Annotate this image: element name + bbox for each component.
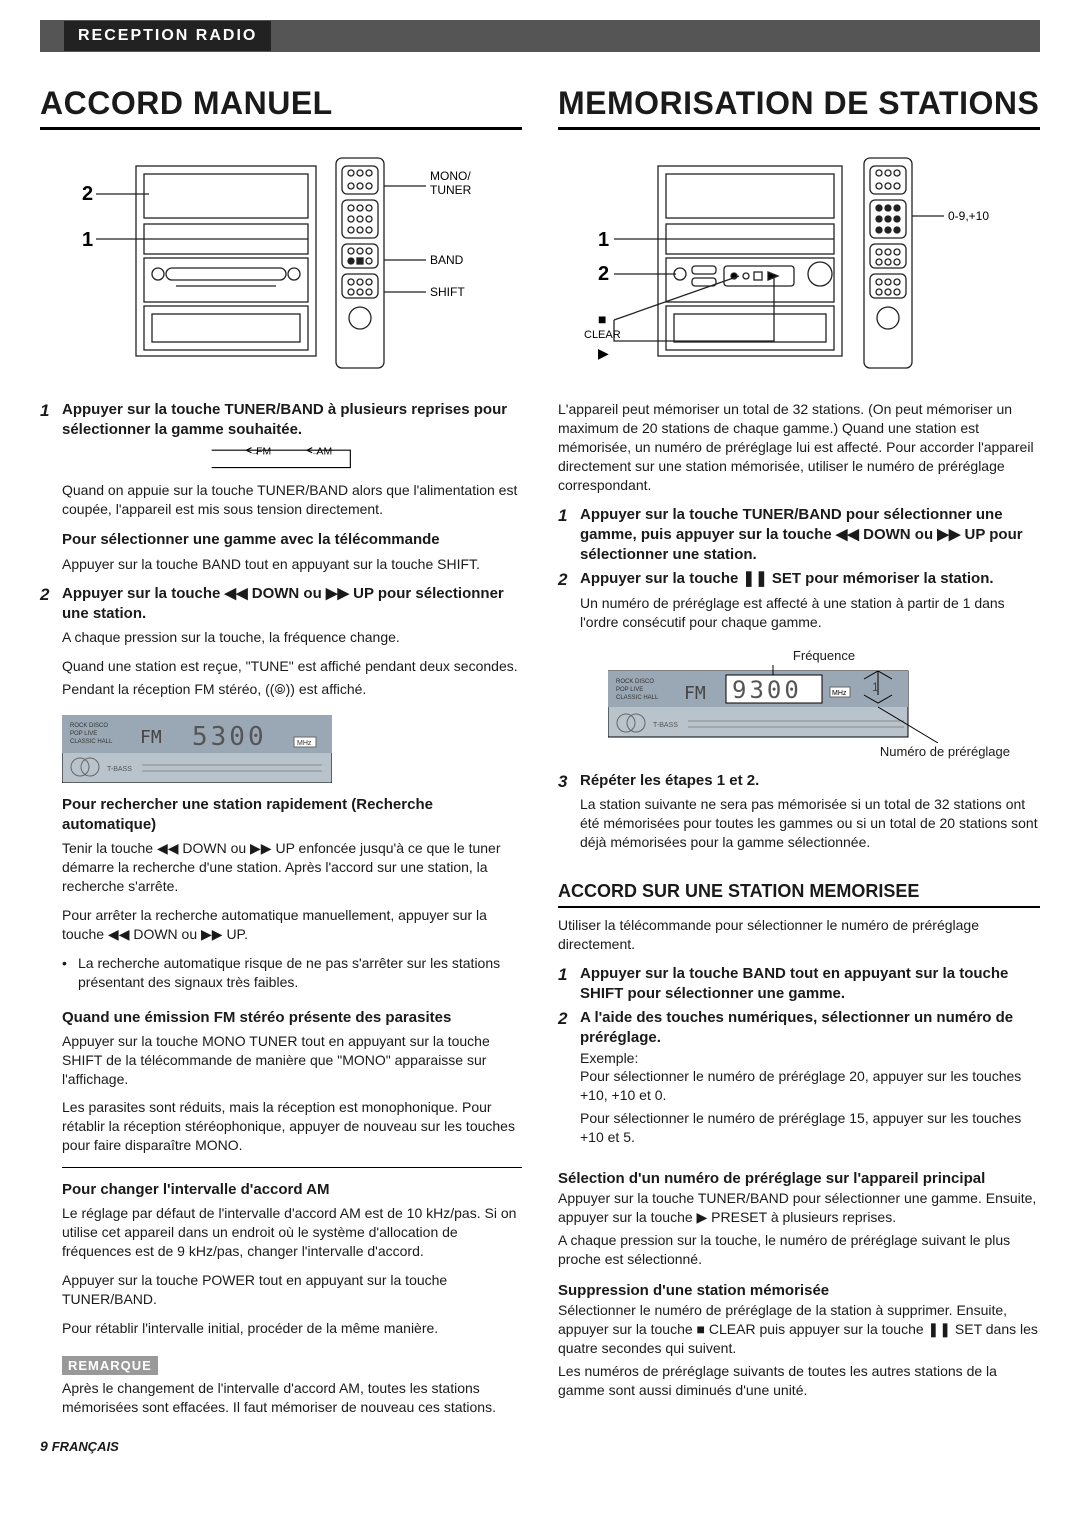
diagram-right: 1 2 ■ CLEAR ▶ 0-9,+10 (558, 146, 1040, 376)
left-s2-p2: Quand une station est reçue, "TUNE" est … (62, 657, 522, 676)
svg-text:■: ■ (598, 311, 606, 327)
fmam-cycle: FM → AM → (191, 445, 371, 471)
left-fm-h: Quand une émission FM stéréo présente de… (62, 1008, 522, 1028)
left-am-p1: Le réglage par défaut de l'intervalle d'… (62, 1204, 522, 1261)
r-step-num-3: 3 (558, 771, 572, 862)
right-s3-p1: La station suivante ne sera pas mémorisé… (580, 795, 1040, 852)
left-s2-p1: A chaque pression sur la touche, la fréq… (62, 628, 522, 647)
svg-text:FM: FM (140, 727, 162, 748)
svg-text:MHz: MHz (297, 740, 312, 747)
left-fm-p2: Les parasites sont réduits, mais la réce… (62, 1098, 522, 1155)
svg-text:MONO/: MONO/ (430, 169, 471, 183)
svg-text:CLEAR: CLEAR (584, 329, 621, 341)
left-s2-p3: Pendant la réception FM stéréo, ((⦾)) es… (62, 680, 522, 699)
right-s2-p1: Un numéro de préréglage est affecté à un… (580, 594, 1040, 632)
svg-text:2: 2 (598, 263, 609, 285)
diagram-left: 2 1 MONO/ TUNER BAND SHIFT (40, 146, 522, 376)
right-s3-title: Répéter les étapes 1 et 2. (580, 771, 1040, 791)
freq-label: Fréquence (608, 647, 1040, 665)
right-sub-intro: Utiliser la télécommande pour sélectionn… (558, 916, 1040, 954)
left-auto-h: Pour rechercher une station rapidement (… (62, 795, 522, 836)
left-s2-title: Appuyer sur la touche ◀◀ DOWN ou ▶▶ UP p… (62, 584, 522, 625)
left-s1-title: Appuyer sur la touche TUNER/BAND à plusi… (62, 400, 522, 441)
right-s2-title: Appuyer sur la touche ❚❚ SET pour mémori… (580, 569, 1040, 589)
svg-text:ROCK DISCO: ROCK DISCO (70, 723, 108, 729)
right-intro: L'appareil peut mémoriser un total de 32… (558, 400, 1040, 494)
callout-2: 2 (82, 183, 93, 205)
left-s1-p1: Quand on appuie sur la touche TUNER/BAND… (62, 481, 522, 519)
svg-text:POP LIVE: POP LIVE (70, 731, 97, 737)
preset-label: Numéro de préréglage (608, 743, 1010, 761)
svg-text:T-BASS: T-BASS (107, 766, 132, 773)
right-r1-title: Appuyer sur la touche BAND tout en appuy… (580, 964, 1040, 1005)
left-auto-b1: La recherche automatique risque de ne pa… (78, 954, 522, 992)
page-number: 9 (40, 1438, 48, 1454)
right-r2-p2: Pour sélectionner le numéro de préréglag… (580, 1109, 1040, 1147)
svg-text:TUNER: TUNER (430, 183, 472, 197)
step-num-1: 1 (40, 400, 54, 441)
svg-text:1: 1 (598, 229, 609, 251)
left-am-p2: Appuyer sur la touche POWER tout en appu… (62, 1271, 522, 1309)
left-fm-p1: Appuyer sur la touche MONO TUNER tout en… (62, 1032, 522, 1089)
svg-text:T-BASS: T-BASS (653, 722, 678, 729)
svg-text:BAND: BAND (430, 253, 464, 267)
bullet-dot: • (62, 954, 72, 992)
svg-text:→: → (251, 446, 260, 456)
svg-text:→: → (311, 446, 320, 456)
r-step-num-1: 1 (558, 505, 572, 566)
r-step-num-2: 2 (558, 569, 572, 641)
svg-text:0-9,+10: 0-9,+10 (948, 209, 989, 223)
step-num-2: 2 (40, 584, 54, 709)
right-sel-p2: A chaque pression sur la touche, le numé… (558, 1231, 1040, 1269)
svg-text:FM: FM (684, 683, 706, 704)
right-r2-p1: Pour sélectionner le numéro de préréglag… (580, 1067, 1040, 1105)
svg-text:CLASSIC HALL: CLASSIC HALL (70, 739, 113, 745)
right-sup-p2: Les numéros de préréglage suivants de to… (558, 1362, 1040, 1400)
left-s1-p2: Appuyer sur la touche BAND tout en appuy… (62, 555, 522, 574)
svg-text:▶: ▶ (598, 345, 609, 361)
right-sub-title: ACCORD SUR UNE STATION MEMORISEE (558, 879, 1040, 907)
right-sel-h: Sélection d'un numéro de préréglage sur … (558, 1169, 1040, 1189)
svg-text:MHz: MHz (832, 690, 847, 697)
svg-text:CLASSIC HALL: CLASSIC HALL (616, 695, 659, 701)
left-am-h: Pour changer l'intervalle d'accord AM (62, 1180, 522, 1200)
left-auto-p2: Pour arrêter la recherche automatique ma… (62, 906, 522, 944)
display-right-wrap: Fréquence ROCK DISCO POP LIVE CLASSIC HA… (608, 647, 1040, 760)
callout-1: 1 (82, 229, 93, 251)
page-lang: FRANÇAIS (52, 1439, 119, 1454)
section-tab: RECEPTION RADIO (64, 21, 271, 51)
left-am-p3: Pour rétablir l'intervalle initial, proc… (62, 1319, 522, 1338)
left-auto-p1: Tenir la touche ◀◀ DOWN ou ▶▶ UP enfoncé… (62, 839, 522, 896)
left-s1-h: Pour sélectionner une gamme avec la télé… (62, 530, 522, 550)
remark-box: REMARQUE (62, 1356, 158, 1376)
svg-text:POP LIVE: POP LIVE (616, 687, 643, 693)
svg-text:SHIFT: SHIFT (430, 285, 465, 299)
svg-text:9300: 9300 (732, 676, 802, 704)
left-remark-p: Après le changement de l'intervalle d'ac… (62, 1379, 522, 1417)
right-sel-p1: Appuyer sur la touche TUNER/BAND pour sé… (558, 1189, 1040, 1227)
svg-text:5300: 5300 (192, 722, 267, 752)
r2-step-num-1: 1 (558, 964, 572, 1005)
svg-text:ROCK DISCO: ROCK DISCO (616, 679, 654, 685)
right-title: MEMORISATION DE STATIONS (558, 82, 1040, 130)
display-left: ROCK DISCO POP LIVE CLASSIC HALL FM 5300… (62, 715, 332, 783)
right-s1-title: Appuyer sur la touche TUNER/BAND pour sé… (580, 505, 1040, 566)
right-r2-title: A l'aide des touches numériques, sélecti… (580, 1008, 1040, 1049)
svg-text:1: 1 (872, 680, 879, 694)
r2-step-num-2: 2 (558, 1008, 572, 1157)
right-sup-p1: Sélectionner le numéro de préréglage de … (558, 1301, 1040, 1358)
right-sup-h: Suppression d'une station mémorisée (558, 1281, 1040, 1301)
left-title: ACCORD MANUEL (40, 82, 522, 130)
right-r2-ex: Exemple: (580, 1049, 1040, 1068)
